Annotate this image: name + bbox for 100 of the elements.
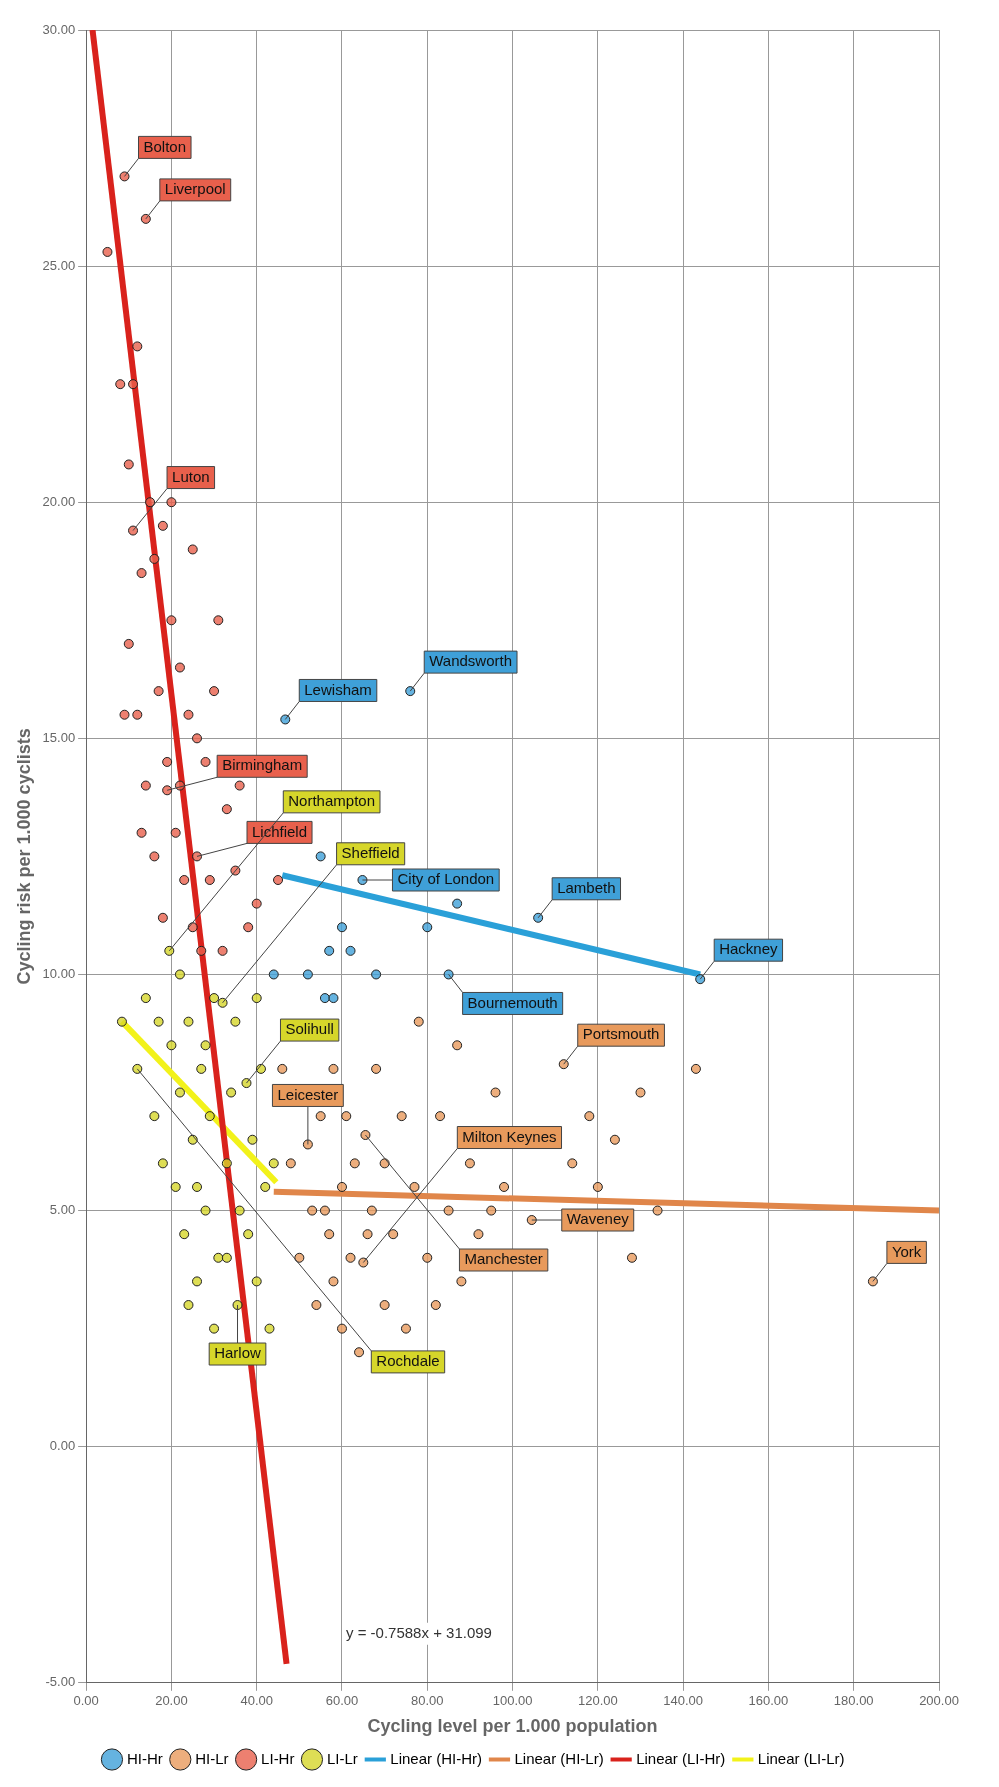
- point: [409, 1181, 420, 1192]
- point: [345, 1252, 356, 1263]
- x-axis-title: Cycling level per 1.000 population: [367, 1716, 658, 1737]
- point: [230, 1016, 241, 1027]
- point: [452, 898, 463, 909]
- point: [328, 993, 339, 1004]
- annotation: Lambeth: [557, 878, 616, 896]
- annotation: Liverpool: [164, 180, 226, 198]
- x-tick-label: 100.00: [492, 1693, 533, 1709]
- point: [388, 1229, 399, 1240]
- legend-label: Linear (LI-Lr): [757, 1749, 845, 1767]
- point: [226, 1087, 237, 1098]
- point: [473, 1229, 484, 1240]
- point: [200, 1205, 211, 1216]
- point: [247, 1134, 258, 1145]
- x-tick-label: 140.00: [663, 1693, 704, 1709]
- x-tick-label: 40.00: [240, 1693, 273, 1709]
- point: [209, 1323, 220, 1334]
- point: [695, 974, 706, 985]
- point: [153, 686, 164, 697]
- point: [243, 922, 254, 933]
- point: [217, 945, 228, 956]
- point: [422, 922, 433, 933]
- point: [140, 780, 151, 791]
- point: [336, 922, 347, 933]
- point: [136, 827, 147, 838]
- point: [183, 709, 194, 720]
- point: [413, 1016, 424, 1027]
- point: [319, 993, 330, 1004]
- point: [315, 851, 326, 862]
- point: [567, 1158, 578, 1169]
- point: [360, 1130, 371, 1141]
- point: [162, 756, 173, 767]
- point: [336, 1181, 347, 1192]
- point: [166, 497, 177, 508]
- legend-label: LI-Lr: [326, 1749, 358, 1767]
- point: [132, 1063, 143, 1074]
- point: [132, 341, 143, 352]
- annotation: Rochdale: [376, 1352, 440, 1370]
- point: [153, 1016, 164, 1027]
- legend-label: Linear (HI-Hr): [390, 1749, 482, 1767]
- point: [251, 898, 262, 909]
- y-tick-label: 0.00: [49, 1438, 76, 1454]
- point: [123, 638, 134, 649]
- y-tick-label: 5.00: [49, 1202, 76, 1218]
- point: [166, 615, 177, 626]
- point: [174, 662, 185, 673]
- point: [268, 1158, 279, 1169]
- point: [174, 1087, 185, 1098]
- point: [328, 1063, 339, 1074]
- legend-label: Linear (LI-Hr): [636, 1749, 726, 1767]
- point: [234, 1205, 245, 1216]
- point: [277, 1063, 288, 1074]
- x-tick-label: 200.00: [919, 1693, 959, 1709]
- point: [123, 459, 134, 470]
- point: [192, 851, 203, 862]
- point: [196, 1063, 207, 1074]
- point: [452, 1040, 463, 1051]
- point: [187, 544, 198, 555]
- point: [209, 993, 220, 1004]
- point: [192, 1276, 203, 1287]
- point: [430, 1300, 441, 1311]
- point: [354, 1347, 365, 1358]
- point: [366, 1205, 377, 1216]
- point: [273, 875, 284, 886]
- point: [371, 1063, 382, 1074]
- y-tick-label: 25.00: [42, 257, 76, 273]
- point: [584, 1111, 595, 1122]
- point: [116, 1016, 127, 1027]
- legend-label: HI-Hr: [126, 1749, 163, 1767]
- point: [179, 875, 190, 886]
- point: [486, 1205, 497, 1216]
- annotation: Milton Keynes: [462, 1127, 557, 1145]
- x-tick-label: 120.00: [577, 1693, 618, 1709]
- point: [204, 875, 215, 886]
- point: [221, 1158, 232, 1169]
- annotation: Bournemouth: [467, 993, 558, 1011]
- point: [213, 615, 224, 626]
- point: [115, 379, 126, 390]
- point: [243, 1229, 254, 1240]
- point: [319, 1205, 330, 1216]
- point: [264, 1323, 275, 1334]
- annotation: Leicester: [277, 1085, 339, 1103]
- point: [268, 969, 279, 980]
- point: [128, 525, 139, 536]
- annotation: Waveney: [566, 1210, 630, 1228]
- x-tick-label: 180.00: [833, 1693, 874, 1709]
- point: [174, 969, 185, 980]
- point: [234, 780, 245, 791]
- point: [302, 969, 313, 980]
- point: [145, 497, 156, 508]
- point: [149, 553, 160, 564]
- annotation: Sheffield: [341, 843, 400, 861]
- point: [379, 1300, 390, 1311]
- point: [119, 709, 130, 720]
- point: [285, 1158, 296, 1169]
- point: [690, 1063, 701, 1074]
- annotation: Harlow: [214, 1344, 262, 1362]
- point: [221, 804, 232, 815]
- point: [183, 1300, 194, 1311]
